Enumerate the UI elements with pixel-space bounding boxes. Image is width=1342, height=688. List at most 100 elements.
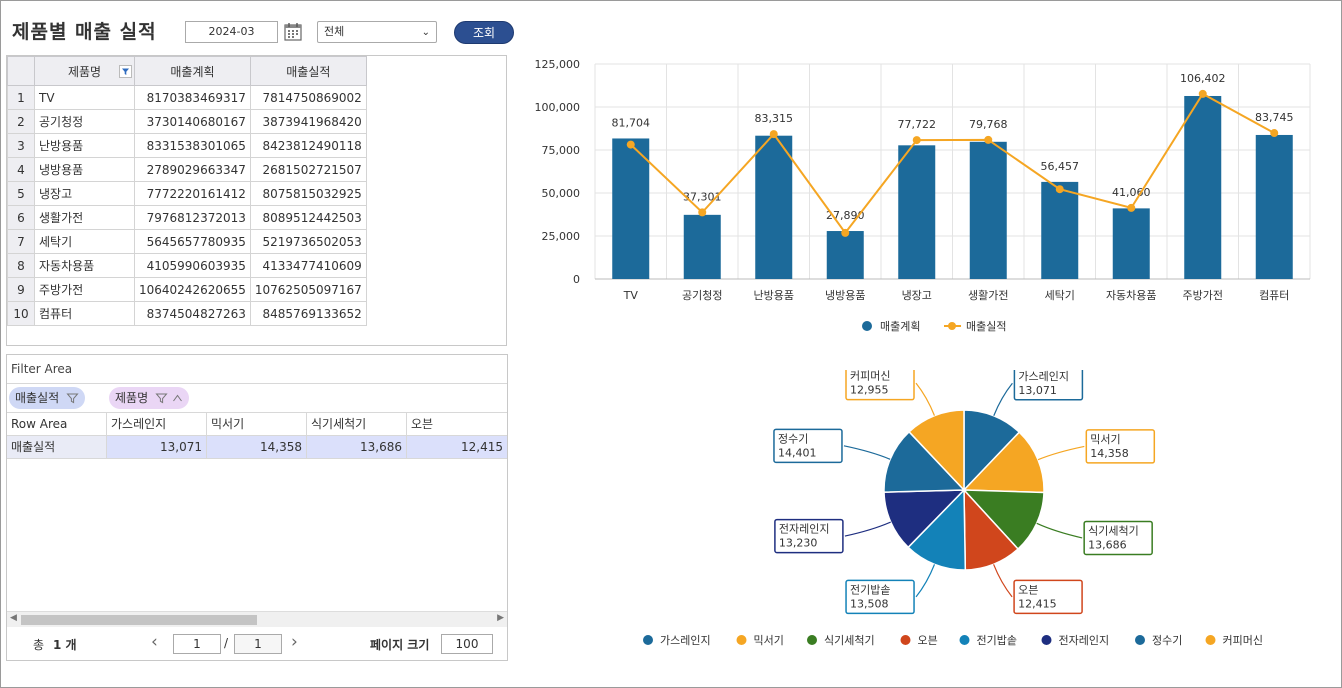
scroll-right-icon[interactable]: ▶ xyxy=(497,613,504,623)
cell-actual[interactable]: 8089512442503 xyxy=(249,205,367,230)
pivot-value-cell[interactable]: 13,071 xyxy=(107,436,207,459)
cell-plan[interactable]: 5645657780935 xyxy=(134,229,251,254)
row-number: 3 xyxy=(7,133,35,158)
row-area-label: Row Area xyxy=(7,413,107,436)
calendar-icon[interactable] xyxy=(283,21,303,43)
category-select[interactable]: 전체 ⌄ xyxy=(317,21,437,43)
row-number: 7 xyxy=(7,229,35,254)
line-point xyxy=(1198,89,1207,98)
row-number: 4 xyxy=(7,157,35,182)
column-header-name[interactable]: 제품명 xyxy=(34,56,135,86)
pie-connector xyxy=(915,564,936,598)
table-row[interactable]: 4 냉방용품 2789029663347 2681502721507 xyxy=(7,157,367,182)
filter-icon[interactable] xyxy=(66,392,79,404)
cell-actual[interactable]: 4133477410609 xyxy=(249,253,367,278)
table-row[interactable]: 6 생활가전 7976812372013 8089512442503 xyxy=(7,205,367,230)
table-row[interactable]: 1 TV 8170383469317 7814750869002 xyxy=(7,85,367,110)
pivot-value-cell[interactable]: 12,415 xyxy=(407,436,507,459)
month-input[interactable]: 2024-03 xyxy=(185,21,278,43)
cell-plan[interactable]: 10640242620655 xyxy=(134,277,251,302)
table-row[interactable]: 10 컴퓨터 8374504827263 8485769133652 xyxy=(7,301,367,326)
pivot-column-header[interactable]: 가스레인지 xyxy=(107,413,207,436)
cell-plan[interactable]: 7976812372013 xyxy=(134,205,251,230)
cell-actual[interactable]: 7814750869002 xyxy=(249,85,367,110)
filter-icon[interactable] xyxy=(119,65,132,78)
bar xyxy=(755,135,793,279)
cell-product-name[interactable]: 공기청정 xyxy=(34,109,135,134)
table-row[interactable]: 5 냉장고 7772220161412 8075815032925 xyxy=(7,181,367,206)
pie-slice xyxy=(908,409,965,492)
cell-actual[interactable]: 8075815032925 xyxy=(249,181,367,206)
row-number: 1 xyxy=(7,85,35,110)
table-row[interactable]: 3 난방용품 8331538301065 8423812490118 xyxy=(7,133,367,158)
pivot-field-bar: 매출실적 제품명 xyxy=(7,384,507,413)
pivot-column-header[interactable]: 믹서기 xyxy=(207,413,307,436)
cell-plan[interactable]: 8170383469317 xyxy=(134,85,251,110)
column-field-chip[interactable]: 제품명 xyxy=(109,387,189,409)
cell-plan[interactable]: 8374504827263 xyxy=(134,301,251,326)
cell-product-name[interactable]: 냉장고 xyxy=(34,181,135,206)
cell-product-name[interactable]: 자동차용품 xyxy=(34,253,135,278)
pie-value-label: 13,230 xyxy=(779,537,818,550)
pie-value-label: 12,955 xyxy=(850,384,889,397)
legend-marker-line-dot xyxy=(948,322,956,330)
legend-label: 오븐 xyxy=(918,634,938,647)
pivot-column-header[interactable]: 오븐 xyxy=(407,413,507,436)
next-page-button[interactable]: › xyxy=(291,632,298,652)
legend-marker xyxy=(1205,635,1216,645)
scroll-left-icon[interactable]: ◀ xyxy=(10,613,17,623)
pie-value-label: 14,358 xyxy=(1090,447,1129,460)
cell-product-name[interactable]: 컴퓨터 xyxy=(34,301,135,326)
cell-plan[interactable]: 8331538301065 xyxy=(134,133,251,158)
page-input[interactable]: 1 xyxy=(173,634,221,654)
table-row[interactable]: 2 공기청정 3730140680167 3873941968420 xyxy=(7,109,367,134)
cell-product-name[interactable]: 난방용품 xyxy=(34,133,135,158)
cell-actual[interactable]: 8485769133652 xyxy=(249,301,367,326)
cell-product-name[interactable]: 냉방용품 xyxy=(34,157,135,182)
query-button[interactable]: 조회 xyxy=(454,21,514,44)
cell-actual[interactable]: 3873941968420 xyxy=(249,109,367,134)
value-field-chip[interactable]: 매출실적 xyxy=(9,387,85,409)
cell-product-name[interactable]: 주방가전 xyxy=(34,277,135,302)
cell-actual[interactable]: 8423812490118 xyxy=(249,133,367,158)
bar xyxy=(1112,208,1150,279)
pie-connector xyxy=(844,521,891,537)
table-row[interactable]: 8 자동차용품 4105990603935 4133477410609 xyxy=(7,253,367,278)
horizontal-scrollbar[interactable]: ◀ ▶ xyxy=(7,611,507,627)
pivot-value-cell[interactable]: 14,358 xyxy=(207,436,307,459)
table-row[interactable]: 7 세탁기 5645657780935 5219736502053 xyxy=(7,229,367,254)
page-size-input[interactable]: 100 xyxy=(441,634,493,654)
cell-actual[interactable]: 10762505097167 xyxy=(249,277,367,302)
legend-label: 식기세척기 xyxy=(824,634,875,647)
cell-plan[interactable]: 7772220161412 xyxy=(134,181,251,206)
sort-ascending-icon[interactable] xyxy=(172,393,183,403)
pie-label-box xyxy=(845,579,915,615)
cell-product-name[interactable]: 생활가전 xyxy=(34,205,135,230)
table-row[interactable]: 9 주방가전 10640242620655 10762505097167 xyxy=(7,277,367,302)
column-header-plan[interactable]: 매출계획 xyxy=(134,56,251,86)
pie-label-box xyxy=(774,518,844,554)
data-label: 83,315 xyxy=(755,112,794,125)
legend-label: 정수기 xyxy=(1152,634,1182,647)
bar xyxy=(1041,181,1079,279)
cell-actual[interactable]: 5219736502053 xyxy=(249,229,367,254)
cell-plan[interactable]: 4105990603935 xyxy=(134,253,251,278)
prev-page-button[interactable]: ‹ xyxy=(151,632,158,652)
line-point xyxy=(1270,129,1279,138)
pie-value-label: 14,401 xyxy=(778,446,817,459)
pivot-header-row: Row Area 가스레인지 믹서기 식기세척기 오븐 xyxy=(7,413,507,436)
cell-actual[interactable]: 2681502721507 xyxy=(249,157,367,182)
chevron-down-icon: ⌄ xyxy=(421,27,430,38)
cell-product-name[interactable]: 세탁기 xyxy=(34,229,135,254)
pivot-value-cell[interactable]: 13,686 xyxy=(307,436,407,459)
column-header-actual[interactable]: 매출실적 xyxy=(249,56,367,86)
scrollbar-thumb[interactable] xyxy=(21,615,257,625)
x-tick-label: 컴퓨터 xyxy=(1259,289,1289,302)
cell-plan[interactable]: 2789029663347 xyxy=(134,157,251,182)
cell-product-name[interactable]: TV xyxy=(34,85,135,110)
sales-grid: 제품명 매출계획 매출실적 1 TV 8170383469317 7814750869… xyxy=(6,55,507,346)
data-label: 106,402 xyxy=(1180,72,1226,85)
cell-plan[interactable]: 3730140680167 xyxy=(134,109,251,134)
pivot-column-header[interactable]: 식기세척기 xyxy=(307,413,407,436)
filter-icon[interactable] xyxy=(155,392,168,404)
